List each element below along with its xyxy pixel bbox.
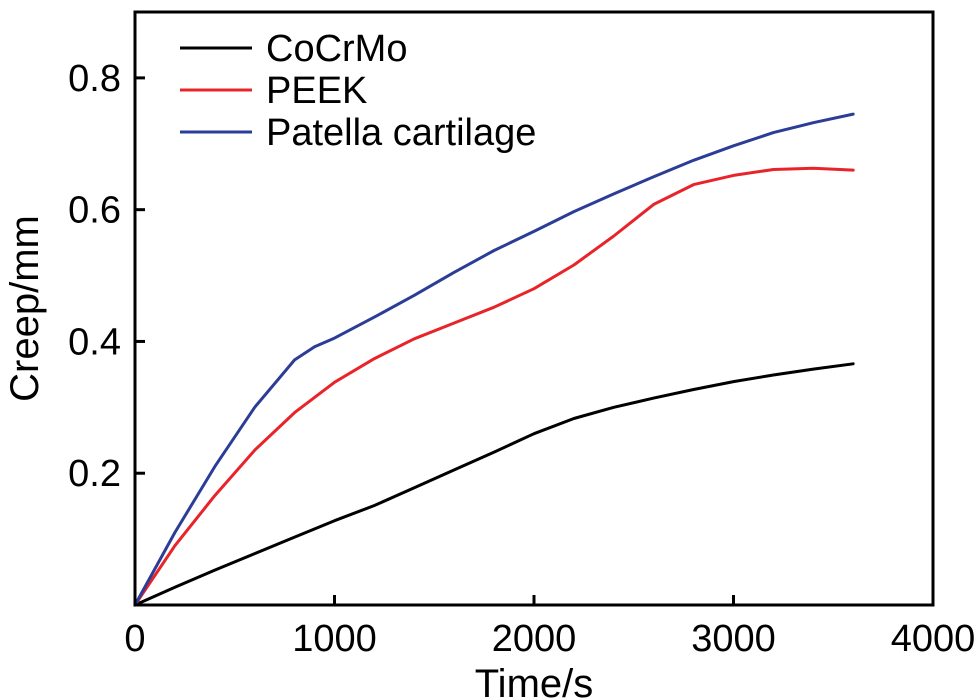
series-line-1	[133, 166, 855, 607]
x-tick-label: 0	[124, 618, 145, 660]
axis-ticks: 0 1000 2000 3000 4000 0.2 0.4 0.6 0.8	[68, 58, 975, 660]
x-tick-label: 1000	[292, 618, 377, 660]
series-line-0	[133, 362, 855, 607]
legend-label: Patella cartilage	[266, 112, 536, 154]
y-tick-label: 0.4	[68, 321, 121, 363]
plot-frame	[133, 10, 935, 607]
legend-label: PEEK	[266, 70, 367, 112]
y-tick-label: 0.8	[68, 58, 121, 100]
legend-label: CoCrMo	[266, 28, 407, 70]
x-tick-label: 3000	[691, 618, 776, 660]
y-axis-title: Creep/mm	[3, 215, 47, 402]
y-tick-label: 0.6	[68, 190, 121, 232]
series-line-2	[133, 112, 855, 607]
y-tick-label: 0.2	[68, 453, 121, 495]
x-tick-label: 2000	[492, 618, 577, 660]
x-axis-title: Time/s	[475, 662, 594, 700]
plot-lines	[133, 112, 855, 607]
x-tick-label: 4000	[891, 618, 976, 660]
